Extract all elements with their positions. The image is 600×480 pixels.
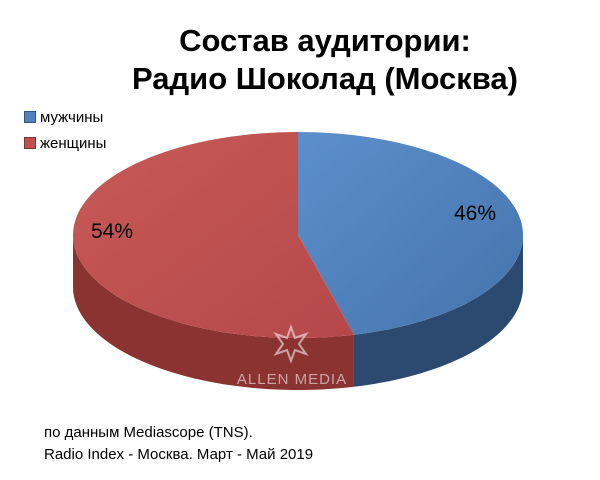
legend-swatch-men: [24, 111, 36, 123]
watermark: ALLEN MEDIA: [237, 324, 347, 388]
star-burst-icon: [273, 324, 309, 364]
legend-item-men: мужчины: [24, 104, 106, 130]
slice-label-men: 46%: [454, 202, 496, 225]
slice-label-women: 54%: [91, 220, 133, 243]
chart-title-line-2: Радио Шоколад (Москва): [131, 61, 519, 96]
legend-swatch-women: [24, 137, 36, 149]
pie-labels-group: 46% 54%: [91, 202, 496, 243]
legend-label-men: мужчины: [40, 108, 104, 126]
source-line-2: Radio Index - Москва. Март - Май 2019: [44, 446, 314, 463]
source-line-1: по данным Mediascope (TNS).: [44, 424, 253, 441]
slice-side-men: [353, 235, 523, 387]
legend-item-women: женщины: [24, 130, 106, 156]
chart-title-line-1: Состав аудитории:: [179, 23, 471, 58]
slice-top-men: [298, 132, 523, 335]
slice-top-women: [73, 132, 354, 338]
watermark-text: ALLEN MEDIA: [237, 371, 347, 388]
legend: мужчины женщины: [24, 104, 106, 156]
source-note: по данным Mediascope (TNS). Radio Index …: [44, 422, 313, 466]
legend-label-women: женщины: [40, 134, 107, 152]
chart-title: Состав аудитории: Радио Шоколад (Москва): [0, 22, 600, 98]
